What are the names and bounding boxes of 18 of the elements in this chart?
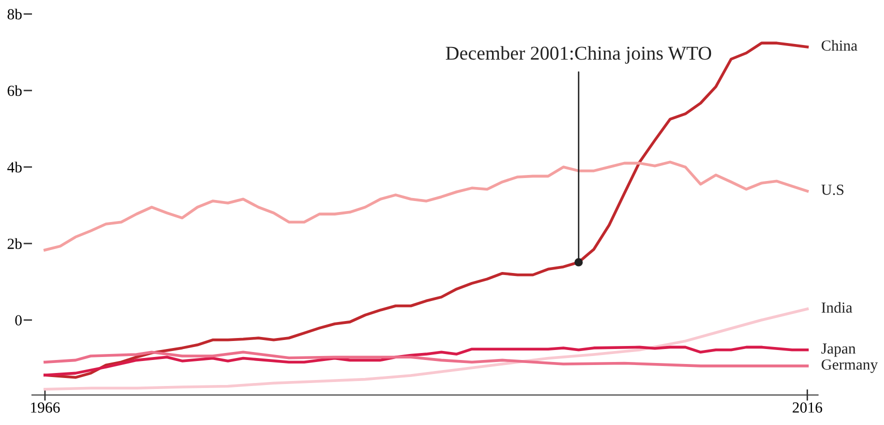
y-tick-label: 2b — [8, 238, 22, 249]
x-tick-label: 2016 — [792, 402, 822, 413]
line-series — [44, 308, 809, 391]
line-series — [44, 42, 809, 379]
y-tick-label: 8b — [8, 8, 22, 20]
series-label: India — [822, 302, 852, 313]
line-series — [44, 350, 809, 368]
y-tick-label: 4b — [7, 162, 22, 172]
y-tick-label: 0 — [15, 315, 22, 326]
series-label: China — [822, 40, 858, 51]
annotation: December 2001:China joins WTO — [446, 46, 712, 64]
series-label: Japan — [821, 344, 856, 357]
x-tick-label: 1966 — [31, 402, 60, 413]
series-label: U.S — [821, 184, 844, 195]
series-label: Germany — [822, 359, 878, 373]
line-series — [44, 160, 809, 252]
line-series — [44, 346, 809, 376]
y-tick-label: 6b — [8, 85, 22, 96]
